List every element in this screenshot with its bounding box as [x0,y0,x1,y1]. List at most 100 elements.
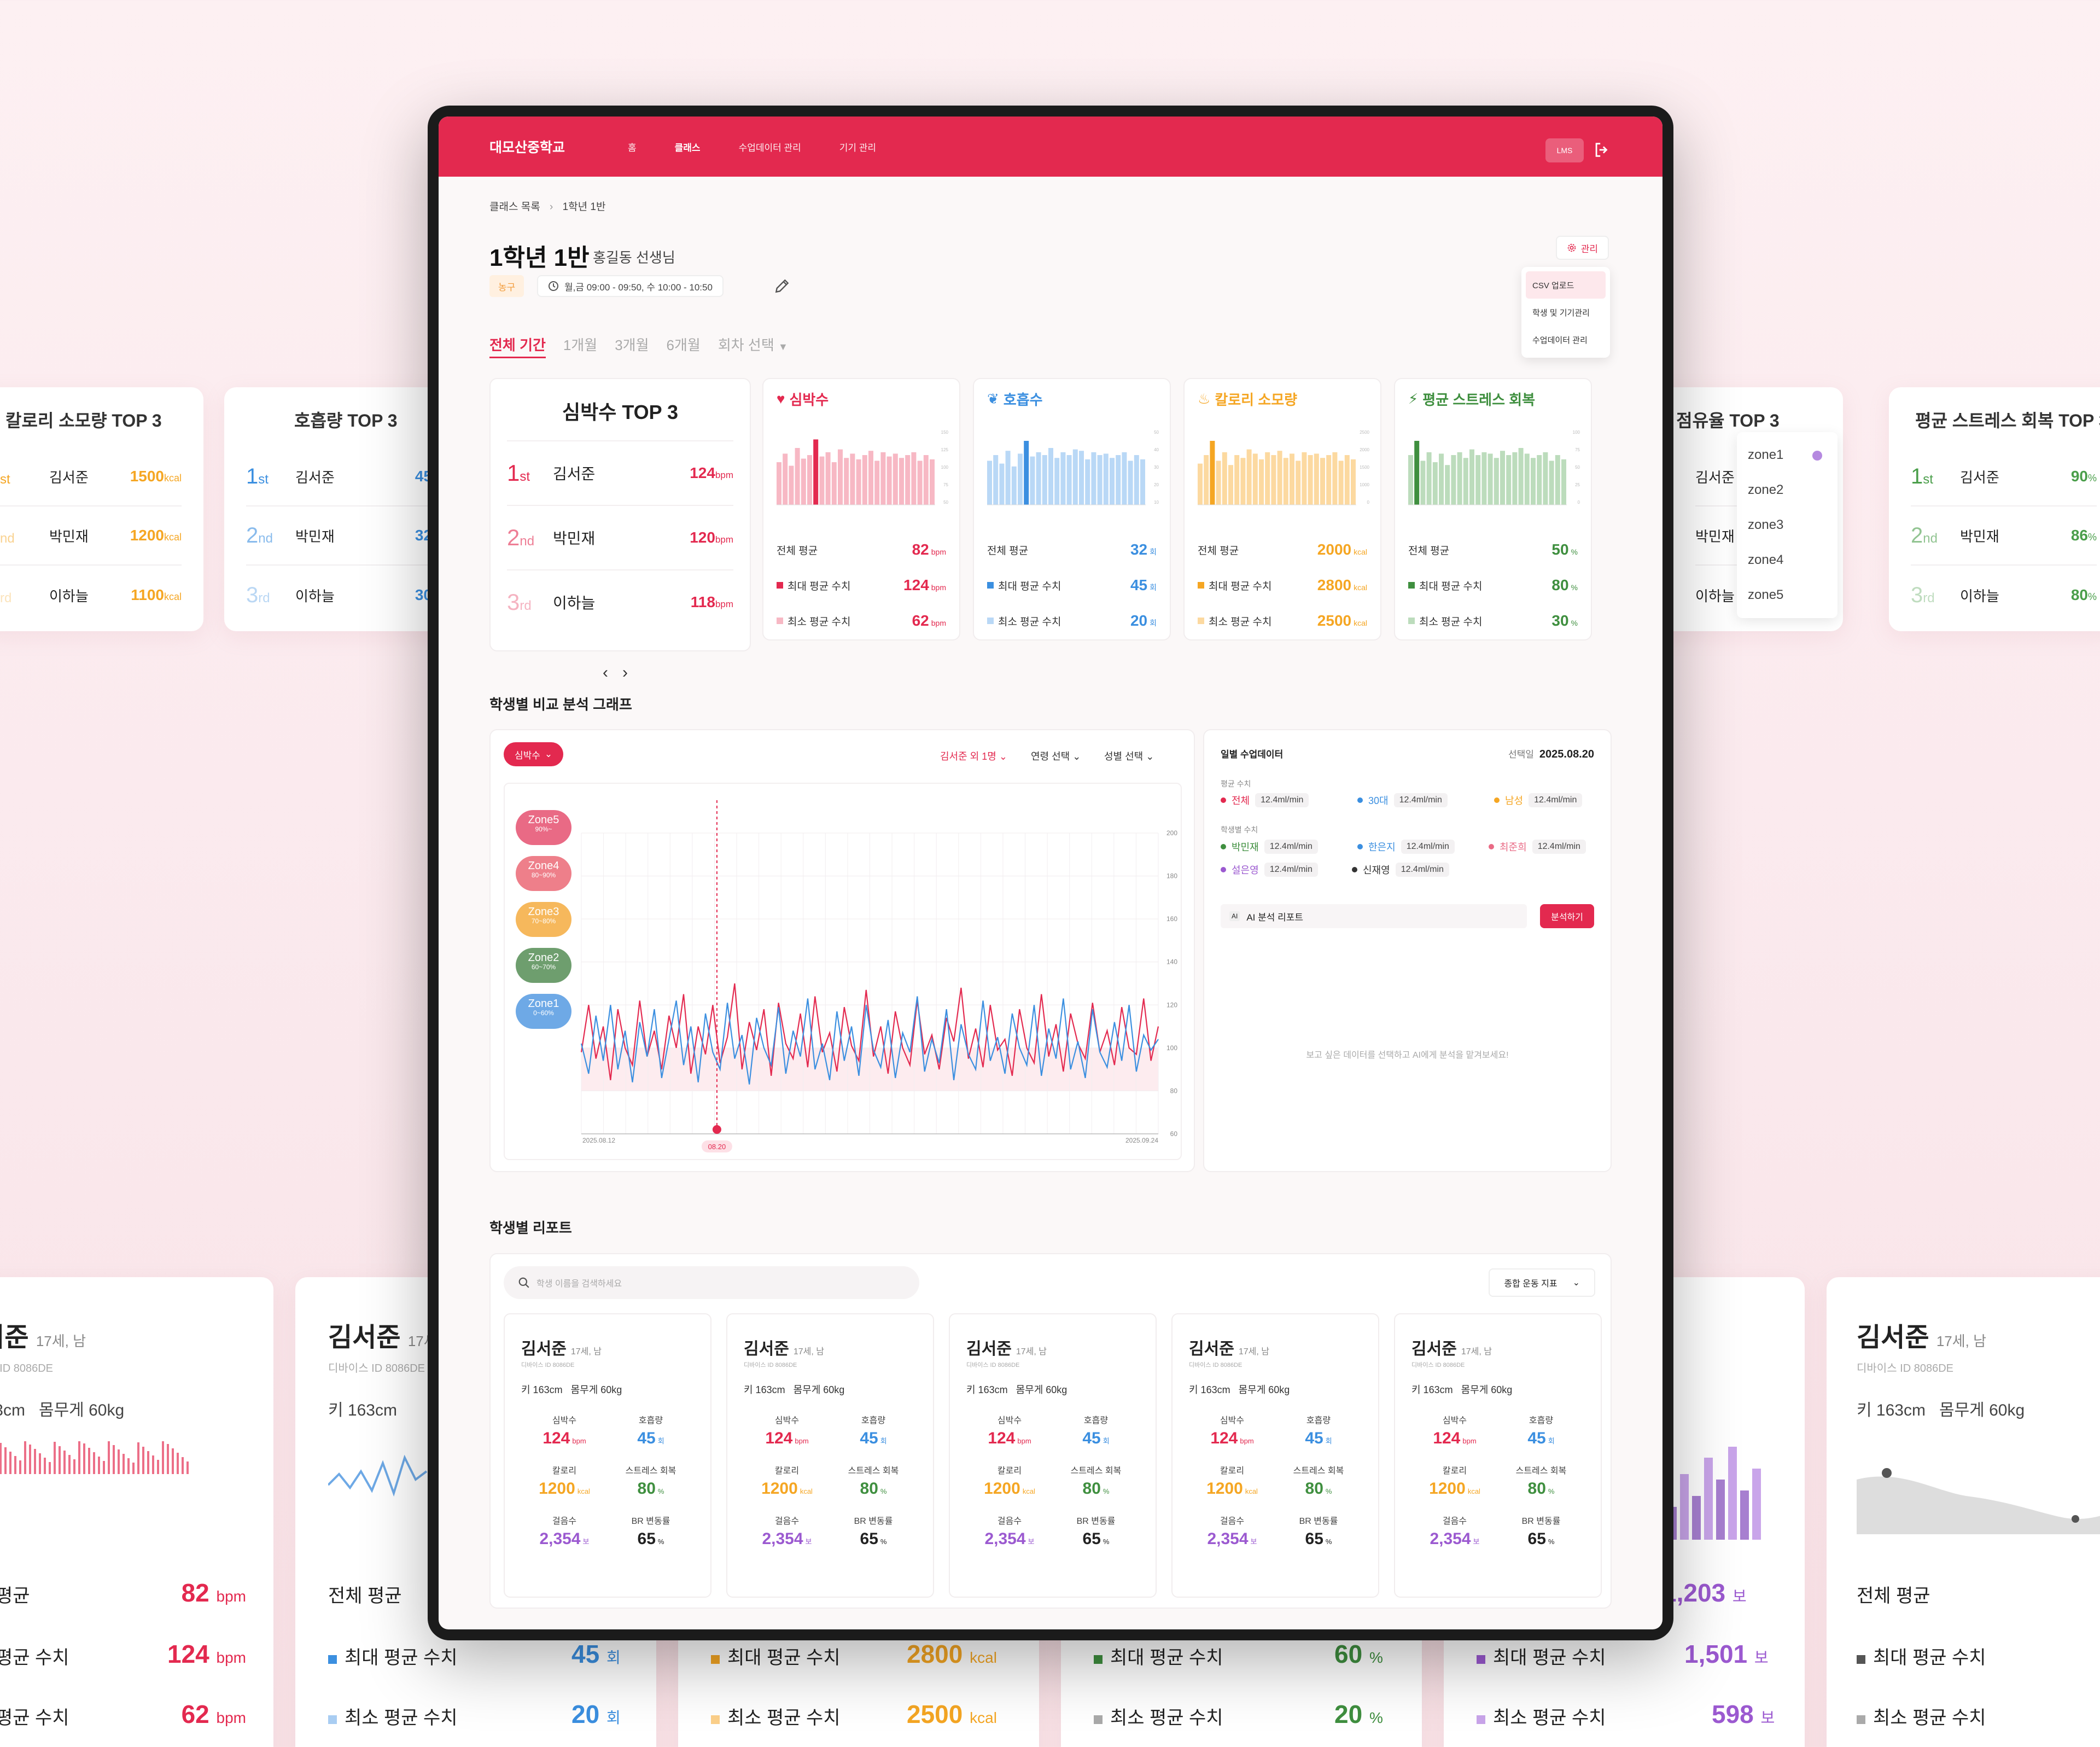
metric-card[interactable]: ❦ 호흡수 50 40 30 20 10 전체 평균 32 회 최대 평균 수치 45 회 최소 … [973,378,1171,640]
bg-bar [1728,1447,1737,1540]
school-brand[interactable]: 대모산중학교 [489,140,565,155]
metric-title: ♥ 심박수 [777,391,829,408]
metric-select-pill[interactable]: 심박수 ⌄ [504,742,564,766]
daily-chip[interactable]: 남성 12.4ml/min [1494,793,1583,807]
zone-option[interactable]: zone2 [1748,482,1784,497]
zone-badge[interactable]: Zone4 80~90% [516,856,571,891]
menu-item-csv-upload[interactable]: CSV 업로드 [1526,271,1606,299]
student-report-item[interactable]: 김서준 17세, 남 디바이스 ID 8086DE 키 163cm 몸무게 60k… [1171,1313,1379,1598]
top3-row[interactable]: 2nd 박민재 120bpm [507,505,733,569]
metric-bar [1543,452,1548,505]
daily-chip[interactable]: 30대 12.4ml/min [1357,793,1448,807]
bg-bar [29,1445,31,1474]
axis-tick: 30 [1154,465,1159,470]
nav-device[interactable]: 기기 관리 [839,142,877,153]
search-icon [518,1277,529,1288]
student-report-item[interactable]: 김서준 17세, 남 디바이스 ID 8086DE 키 163cm 몸무게 60k… [1394,1313,1602,1598]
nav-home[interactable]: 홈 [628,142,637,153]
student-filter[interactable]: 김서준 외 1명 ⌄ [940,751,1007,762]
chevron-left-icon[interactable]: ‹ [603,663,608,682]
metric-card[interactable]: ♥ 심박수 150 125 100 75 50 전체 평균 82 bpm 최대 평균 수치 12… [762,378,960,640]
daily-chip[interactable]: 박민재 12.4ml/min [1221,840,1318,854]
stat-cell: 걸음수 2,354 보 [1430,1517,1480,1548]
daily-chip[interactable]: 신재영 12.4ml/min [1352,863,1449,877]
x-tick-end: 2025.09.24 [1125,1137,1158,1144]
stat-cell: 칼로리 1200 kcal [761,1466,813,1498]
legend-dot [1357,844,1363,849]
top3-pager: ‹ › [603,663,628,682]
daily-chip[interactable]: 전체 12.4ml/min [1221,793,1309,807]
compare-chart-card: 심박수 ⌄ 김서준 외 1명 ⌄ 연령 선택 ⌄ 성별 선택 ⌄ Zone5 90%… [489,729,1195,1172]
logout-icon[interactable] [1592,141,1611,159]
ai-report-bar[interactable]: AI AI 분석 리포트 [1221,904,1527,928]
student-report-item[interactable]: 김서준 17세, 남 디바이스 ID 8086DE 키 163cm 몸무게 60k… [504,1313,711,1598]
sort-select[interactable]: 종합 운동 지표 ⌄ [1489,1268,1595,1297]
metric-bar [1320,458,1325,505]
menu-item-class-data[interactable]: 수업데이터 관리 [1532,335,1588,345]
zone-option-list[interactable]: zone1 zone2 zone3 zone4 zone5 [1737,432,1838,618]
student-report-item[interactable]: 김서준 17세, 남 디바이스 ID 8086DE 키 163cm 몸무게 60k… [949,1313,1157,1598]
bg-bar [78,1441,80,1474]
bg-bar [152,1455,154,1474]
metric-card[interactable]: ⚡ 평균 스트레스 회복 100 75 50 25 0 전체 평균 50% 최대 평균 수치… [1394,378,1592,640]
zone-badge[interactable]: Zone1 0~60% [516,994,571,1029]
metric-bar [930,459,935,505]
zone-option[interactable]: zone4 [1748,552,1784,567]
bg-bar [0,1443,2,1474]
tab-all-period[interactable]: 전체 기간 [489,334,546,358]
pencil-icon[interactable] [773,277,791,295]
bg-name: 이하늘 [49,587,89,604]
metric-bar [777,462,781,505]
zone-option[interactable]: zone1 [1748,447,1784,462]
gender-filter[interactable]: 성별 선택 ⌄ [1104,751,1154,762]
bg-rank: 2nd [1911,523,1938,548]
manage-button[interactable]: 관리 [1555,236,1609,260]
zone-badge[interactable]: Zone5 90%~ [516,810,571,845]
zone-option[interactable]: zone3 [1748,517,1784,532]
zone-badge[interactable]: Zone3 70~80% [516,902,571,937]
top3-row[interactable]: 1st 김서준 124bpm [507,440,733,505]
analyze-button[interactable]: 분석하기 [1540,904,1594,928]
metric-bar [1531,458,1536,505]
bg-bar [88,1448,90,1474]
age-filter[interactable]: 연령 선택 ⌄ [1031,751,1081,762]
daily-chip[interactable]: 설은영 12.4ml/min [1221,863,1318,877]
chevron-right-icon[interactable]: › [622,663,628,682]
nav-class-data[interactable]: 수업데이터 관리 [738,142,801,153]
bg-max-value: 45 회 [571,1640,621,1668]
metric-bar [1338,461,1344,505]
stat-cell: 스트레스 회복 80% [1293,1466,1344,1498]
axis-tick: 100 [941,465,948,470]
bg-rank: nd [0,531,15,546]
legend-dot [1489,844,1494,849]
bg-student-name: 김서준 17세, 남 [1857,1323,1987,1352]
metric-avg: 전체 평균 82 bpm [777,541,946,558]
zone-badge[interactable]: Zone2 60~70% [516,948,571,983]
zone-option[interactable]: zone5 [1748,587,1784,602]
student-search[interactable]: 학생 이름을 검색하세요 [504,1266,919,1299]
metric-card[interactable]: ♨ 칼로리 소모량 2500 2000 1500 1000 0 전체 평균 2000 kcal… [1183,378,1381,640]
nav-class[interactable]: 클래스 [674,142,701,153]
caret-down-icon: ▼ [778,341,788,352]
tab-1-month[interactable]: 1개월 [563,337,598,353]
daily-chip[interactable]: 한은지 12.4ml/min [1357,840,1455,854]
line-chart[interactable]: 200 180 160 140 120 100 80 60 2025.08.12 2025.09.… [505,784,1183,1161]
heart-rate-top3-card: 심박수 TOP 3 1st 김서준 124bpm 2nd 박민재 120bpm … [489,378,751,651]
bg-row: rd 이하늘 1100kcal [0,566,182,625]
lms-button[interactable]: LMS [1545,138,1584,162]
bg-bar [177,1453,179,1474]
bg-bar [167,1444,169,1474]
breadcrumb: 클래스 목록 › 1학년 1반 [489,199,605,213]
metric-bar [1351,459,1356,505]
compare-plot-area[interactable]: Zone5 90%~ Zone4 80~90% Zone3 70~80% Zone2 60~7… [504,783,1182,1160]
daily-chip[interactable]: 최준희 12.4ml/min [1489,840,1586,854]
tab-6-month[interactable]: 6개월 [666,337,701,353]
top3-row[interactable]: 3rd 이하늘 118bpm [507,569,733,634]
metric-bar [1085,459,1090,505]
tab-session-select[interactable]: 회차 선택 ▼ [718,337,788,353]
metric-bar [1091,452,1096,505]
tab-3-month[interactable]: 3개월 [615,337,649,353]
breadcrumb-parent[interactable]: 클래스 목록 [489,201,540,213]
student-report-item[interactable]: 김서준 17세, 남 디바이스 ID 8086DE 키 163cm 몸무게 60k… [726,1313,934,1598]
menu-item-student-device[interactable]: 학생 및 기기관리 [1532,308,1590,318]
